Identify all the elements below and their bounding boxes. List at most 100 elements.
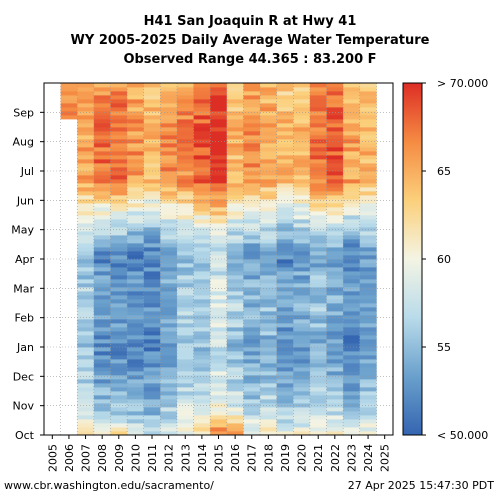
heatmap-cell — [309, 323, 327, 328]
heatmap-cell — [293, 103, 311, 108]
heatmap-cell — [260, 219, 277, 224]
heatmap-cell — [326, 163, 344, 168]
heatmap-cell — [110, 123, 128, 128]
heatmap-cell — [93, 327, 111, 332]
heatmap-cell — [276, 191, 294, 196]
heatmap-cell — [93, 171, 111, 176]
heatmap-cell — [193, 315, 211, 320]
title-line-2: WY 2005-2025 Daily Average Water Tempera… — [71, 33, 430, 48]
heatmap-cell — [276, 215, 294, 220]
heatmap-cell — [210, 123, 228, 128]
heatmap-cell — [309, 211, 327, 216]
heatmap-cell — [260, 171, 277, 176]
heatmap-cell — [343, 203, 361, 208]
heatmap-cell — [77, 415, 95, 420]
heatmap-cell — [293, 371, 311, 376]
heatmap-cell — [127, 347, 145, 352]
title-line-1: H41 San Joaquin R at Hwy 41 — [144, 14, 357, 29]
heatmap-cell — [326, 123, 344, 128]
heatmap-cell — [160, 391, 178, 396]
y-tick-label-jan: Jan — [16, 341, 34, 354]
heatmap-cell — [110, 347, 128, 352]
heatmap-cell — [293, 299, 311, 304]
heatmap-cell — [293, 135, 311, 140]
heatmap-cell — [176, 375, 194, 380]
heatmap-cell — [226, 407, 244, 412]
heatmap-cell — [293, 339, 311, 344]
x-tick-label-2019: 2019 — [279, 444, 292, 472]
heatmap-cell — [276, 119, 294, 124]
heatmap-cell — [326, 327, 344, 332]
heatmap-cell — [260, 303, 277, 308]
heatmap-cell — [326, 247, 344, 252]
heatmap-cell — [176, 235, 194, 240]
heatmap-cell — [77, 87, 95, 92]
heatmap-cell — [127, 251, 145, 256]
heatmap-cell — [143, 419, 161, 424]
heatmap-cell — [260, 159, 277, 164]
heatmap-cell — [110, 83, 128, 88]
heatmap-cell — [127, 351, 145, 356]
heatmap-cell — [276, 207, 294, 212]
heatmap-cell — [309, 115, 327, 120]
heatmap-cell — [110, 147, 128, 152]
heatmap-cell — [326, 159, 344, 164]
heatmap-cell — [226, 123, 244, 128]
heatmap-cell — [293, 199, 311, 204]
heatmap-cell — [309, 151, 327, 156]
heatmap-cell — [359, 319, 377, 324]
heatmap-cell — [276, 407, 294, 412]
heatmap-cell — [226, 171, 244, 176]
heatmap-cell — [127, 179, 145, 184]
heatmap-column-2014 — [193, 83, 211, 436]
heatmap-cell — [93, 367, 111, 372]
heatmap-cell — [77, 207, 95, 212]
heatmap-cell — [293, 203, 311, 208]
heatmap-cell — [359, 235, 377, 240]
heatmap-cell — [260, 235, 277, 240]
heatmap-cell — [93, 311, 111, 316]
heatmap-cell — [77, 239, 95, 244]
heatmap-cell — [226, 419, 244, 424]
heatmap-cell — [293, 427, 311, 432]
heatmap-cell — [143, 251, 161, 256]
heatmap-cell — [293, 283, 311, 288]
heatmap-cell — [243, 335, 261, 340]
heatmap-cell — [160, 307, 178, 312]
heatmap-cell — [243, 267, 261, 272]
heatmap-cell — [160, 343, 178, 348]
heatmap-cell — [93, 163, 111, 168]
heatmap-cell — [127, 231, 145, 236]
heatmap-cell — [343, 215, 361, 220]
heatmap-cell — [293, 235, 311, 240]
heatmap-cell — [127, 219, 145, 224]
heatmap-cell — [243, 143, 261, 148]
heatmap-cell — [93, 283, 111, 288]
heatmap-cell — [77, 431, 95, 436]
heatmap-cell — [359, 315, 377, 320]
heatmap-cell — [77, 423, 95, 428]
heatmap-cell — [326, 235, 344, 240]
heatmap-cell — [226, 151, 244, 156]
heatmap-cell — [276, 243, 294, 248]
heatmap-cell — [226, 191, 244, 196]
heatmap-cell — [243, 215, 261, 220]
heatmap-cell — [226, 91, 244, 96]
heatmap-cell — [110, 239, 128, 244]
heatmap-cell — [77, 223, 95, 228]
heatmap-cell — [77, 151, 95, 156]
heatmap-cell — [77, 371, 95, 376]
heatmap-cell — [176, 327, 194, 332]
heatmap-cell — [143, 403, 161, 408]
heatmap-cell — [243, 147, 261, 152]
heatmap-cell — [276, 95, 294, 100]
heatmap-cell — [226, 339, 244, 344]
heatmap-cell — [359, 175, 377, 180]
heatmap-cell — [326, 219, 344, 224]
heatmap-cell — [359, 135, 377, 140]
heatmap-cell — [93, 319, 111, 324]
heatmap-cell — [143, 367, 161, 372]
heatmap-cell — [110, 271, 128, 276]
heatmap-cell — [343, 403, 361, 408]
heatmap-cell — [293, 415, 311, 420]
